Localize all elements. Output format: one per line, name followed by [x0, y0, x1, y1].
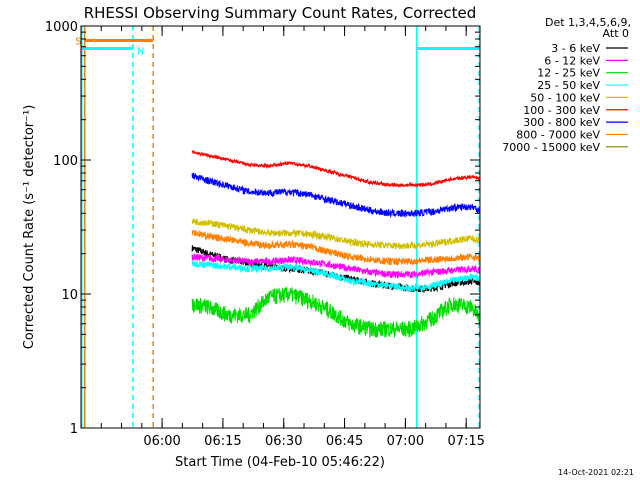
x-tick-label: 06:15	[204, 434, 241, 449]
series-line	[191, 171, 480, 219]
x-tick-label: 07:15	[447, 434, 484, 449]
series-line	[191, 230, 480, 267]
x-tick-label: 06:00	[143, 434, 180, 449]
x-tick-label: 07:00	[387, 434, 424, 449]
y-tick-label: 100	[53, 154, 78, 169]
flag-label: N	[137, 46, 144, 57]
plot-frame	[80, 25, 481, 429]
legend-header-attenuator: Att 0	[603, 27, 629, 40]
series-line	[191, 150, 480, 189]
chart-title: RHESSI Observing Summary Count Rates, Co…	[84, 4, 477, 22]
series-layer	[191, 150, 480, 338]
legend-entry-label: 800 - 7000 keV	[516, 128, 600, 141]
legend-entry-label: 50 - 100 keV	[530, 91, 600, 104]
legend-entry-label: 12 - 25 keV	[537, 67, 600, 80]
legend-entry-label: 3 - 6 keV	[551, 42, 600, 55]
flag-label: S	[75, 36, 81, 47]
series-line	[191, 260, 480, 293]
series-line	[191, 286, 480, 338]
x-tick-label: 06:45	[326, 434, 363, 449]
legend-header-detectors: Det 1,3,4,5,6,9,	[545, 16, 631, 29]
y-axis-label: Corrected Count Rate (s⁻¹ detector⁻¹)	[22, 105, 37, 350]
legend-entry-label: 25 - 50 keV	[537, 79, 600, 92]
footer-timestamp: 14-Oct-2021 02:21	[558, 468, 634, 477]
x-tick-label: 06:30	[265, 434, 302, 449]
legend-entry-label: 6 - 12 keV	[544, 54, 600, 67]
legend-entry-label: 7000 - 15000 keV	[502, 141, 600, 154]
axis-layer: 1 10 100 1000 06:00 06:15 06:30 06:45 07:00 07:15	[45, 20, 485, 449]
legend-entry-label: 300 - 800 keV	[523, 116, 600, 129]
flag-layer: SN	[75, 26, 480, 428]
series-line	[191, 218, 480, 250]
y-tick-label: 1	[70, 422, 78, 437]
x-axis-label: Start Time (04-Feb-10 05:46:22)	[175, 455, 385, 470]
y-tick-label: 10	[61, 288, 78, 303]
series-line	[191, 253, 480, 280]
legend-entry-label: 100 - 300 keV	[523, 104, 600, 117]
y-tick-label: 1000	[45, 20, 78, 35]
